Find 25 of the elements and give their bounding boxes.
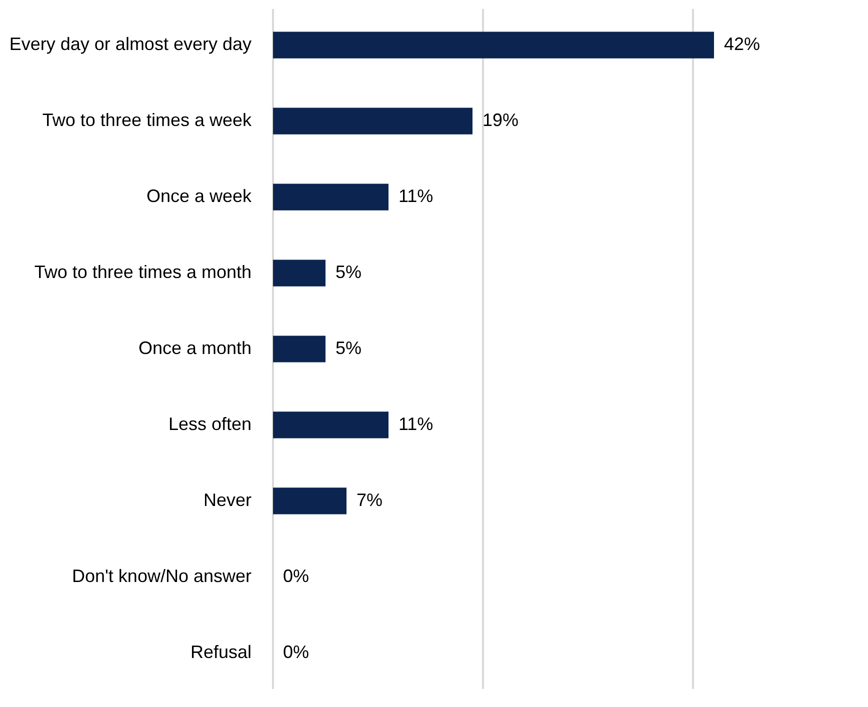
bar: [273, 260, 326, 286]
y-tick-label: Two to three times a month: [34, 262, 252, 282]
bar: [273, 336, 326, 362]
bar: [273, 412, 388, 438]
data-label: 0%: [283, 566, 310, 586]
bar: [273, 32, 714, 58]
y-tick-label: Never: [203, 490, 252, 510]
data-label: 19%: [482, 110, 519, 130]
bar: [273, 108, 472, 134]
data-label: 42%: [724, 34, 760, 54]
y-tick-label: Refusal: [190, 642, 252, 662]
y-tick-label: Every day or almost every day: [9, 34, 252, 54]
y-tick-label: Once a month: [138, 338, 252, 358]
data-label: 11%: [398, 414, 434, 434]
data-label: 11%: [398, 186, 434, 206]
y-tick-label: Less often: [168, 414, 252, 434]
data-label: 7%: [356, 490, 383, 510]
y-tick-label: Don't know/No answer: [72, 566, 252, 586]
data-label: 5%: [336, 262, 362, 282]
y-tick-label: Once a week: [146, 186, 252, 206]
data-label: 0%: [283, 642, 310, 662]
bar: [273, 184, 388, 210]
bar: [273, 488, 346, 514]
y-tick-label: Two to three times a week: [42, 110, 252, 130]
data-label: 5%: [336, 338, 362, 358]
